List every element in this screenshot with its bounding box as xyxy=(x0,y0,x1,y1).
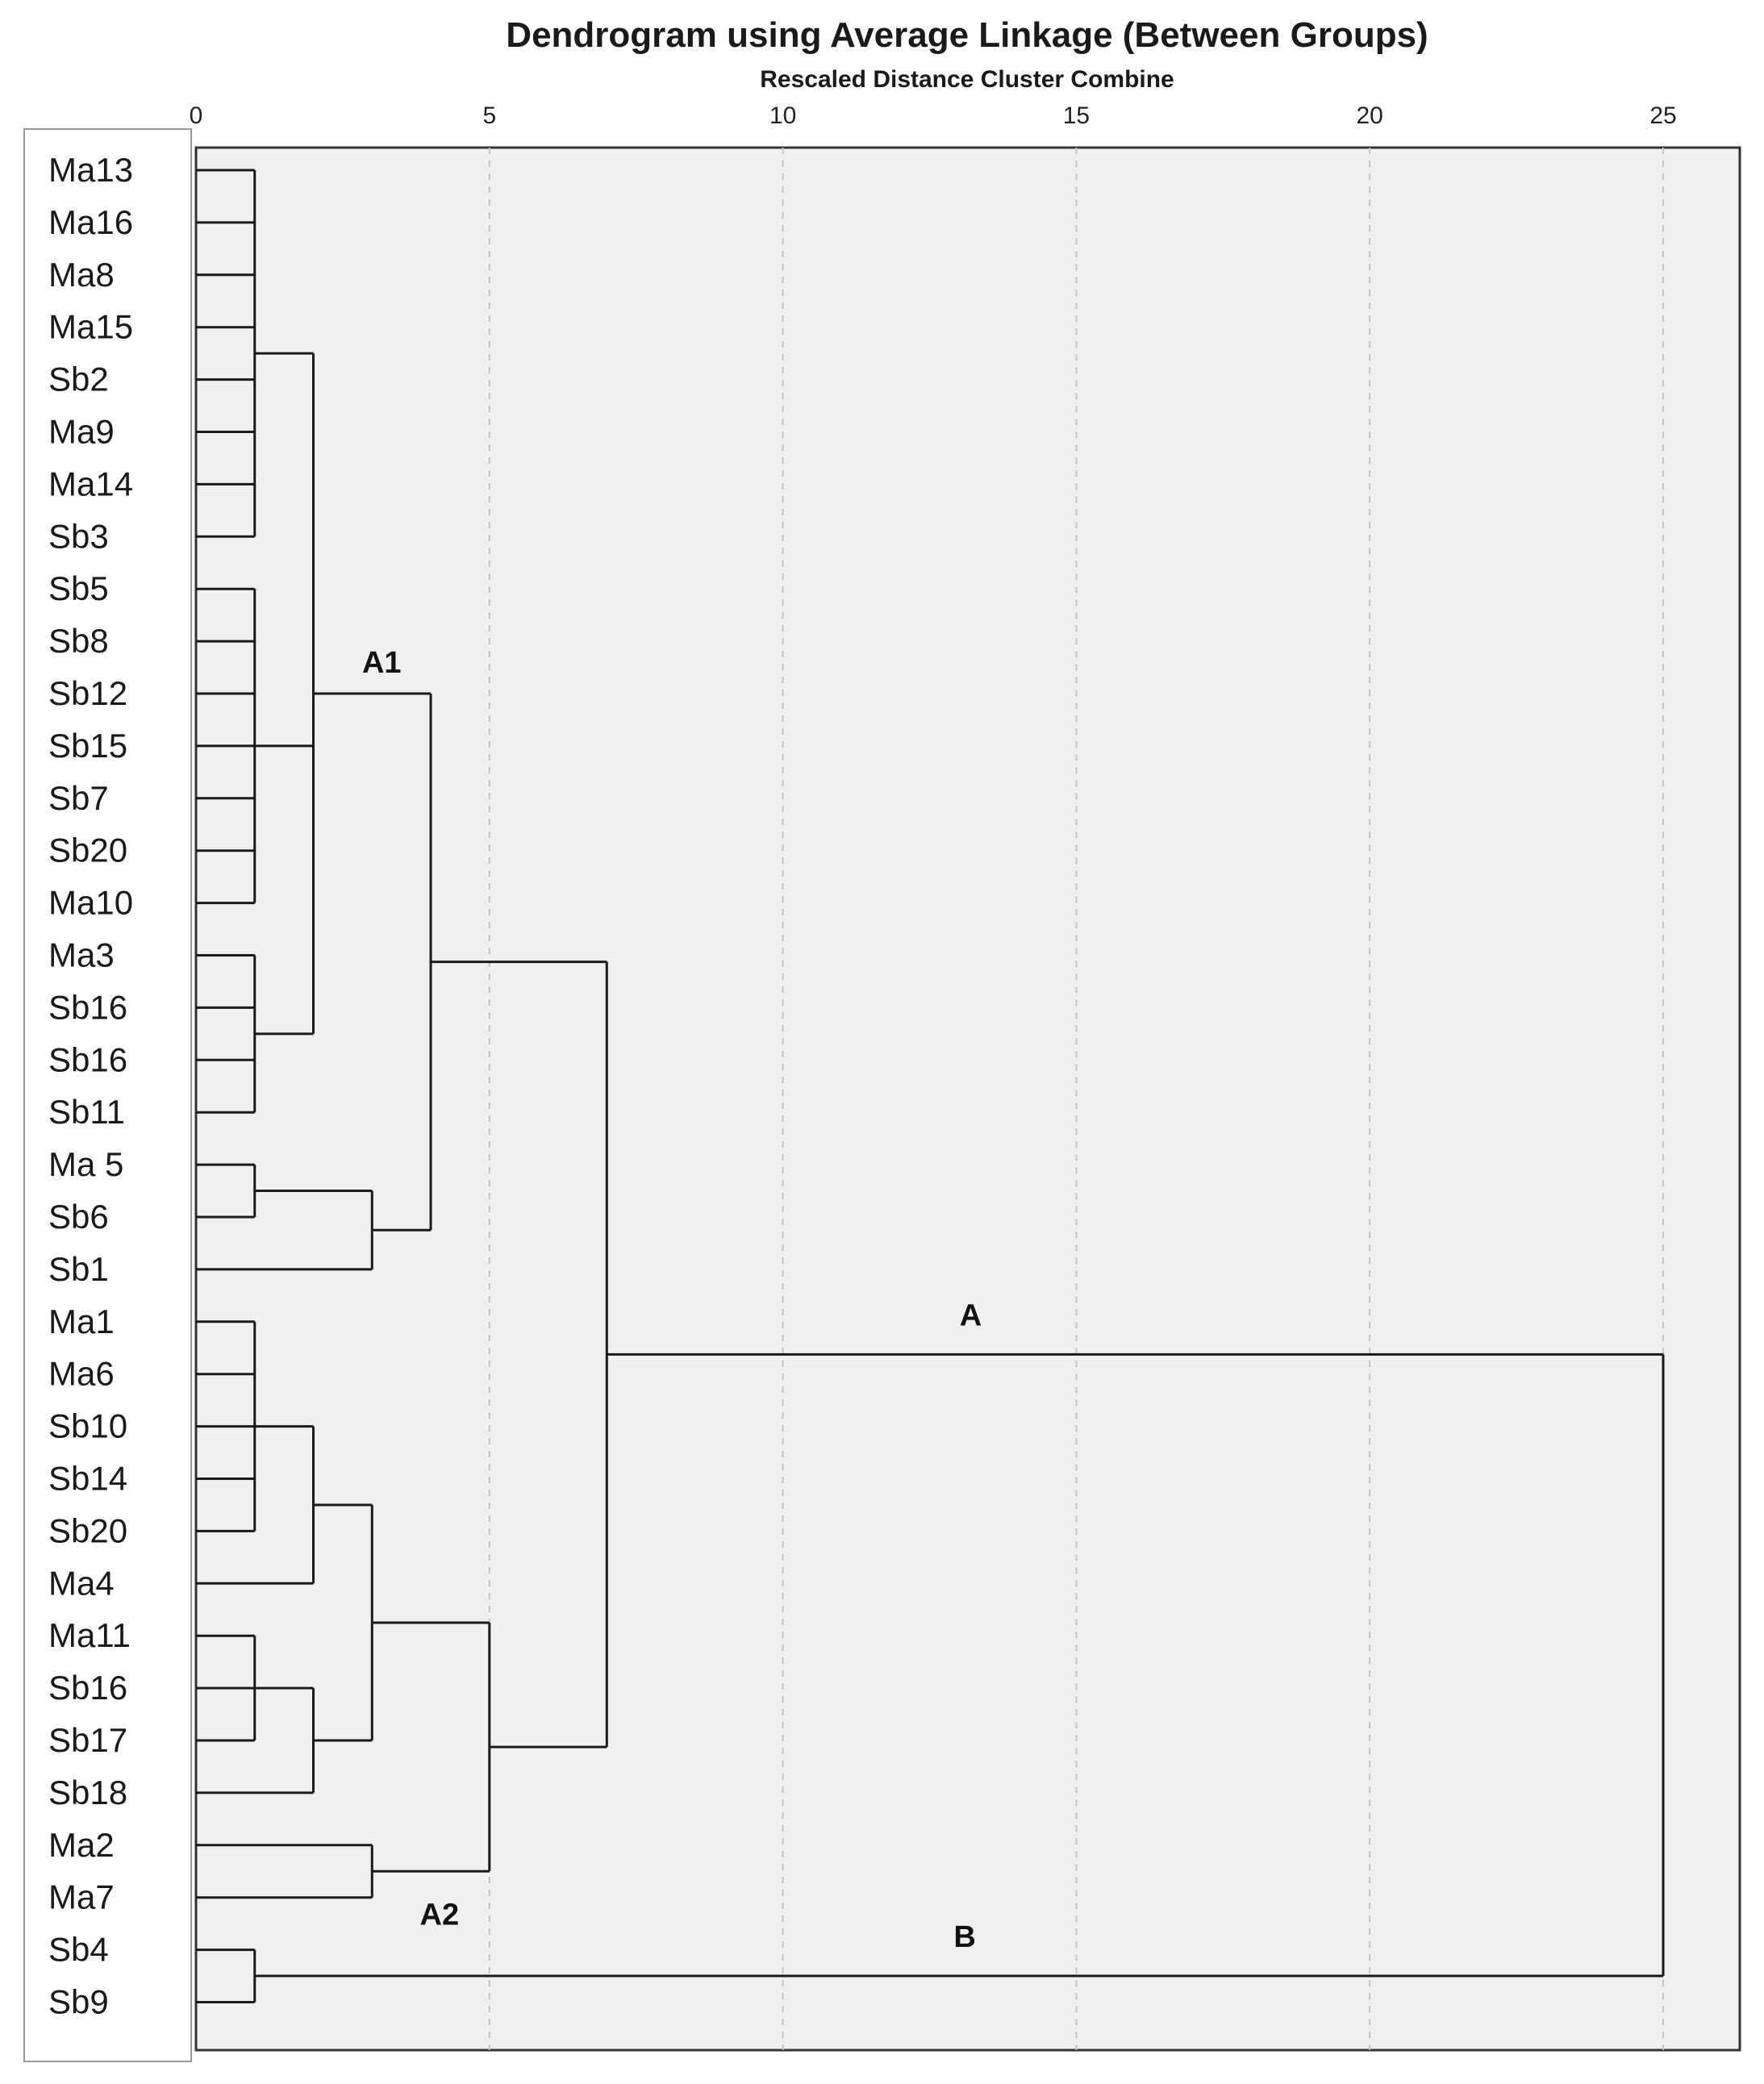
leaf-label: Ma16 xyxy=(48,203,133,241)
leaf-label: Sb20 xyxy=(48,832,127,869)
leaf-label: Sb17 xyxy=(48,1721,127,1759)
x-tick-label-5: 5 xyxy=(482,102,496,129)
leaf-label: Ma7 xyxy=(48,1878,115,1916)
leaf-label: Sb16 xyxy=(48,1040,127,1078)
chart-title: Dendrogram using Average Linkage (Betwee… xyxy=(506,15,1428,55)
leaf-label: Sb3 xyxy=(48,517,109,555)
leaf-label: Sb1 xyxy=(48,1250,109,1288)
leaf-label-box xyxy=(23,128,192,2062)
leaf-label: Ma4 xyxy=(48,1564,115,1602)
plot-frame xyxy=(194,146,1741,2052)
leaf-label: Ma2 xyxy=(48,1826,115,1864)
leaf-label: Ma11 xyxy=(48,1616,131,1654)
leaf-label: Sb7 xyxy=(48,779,109,817)
leaf-label: Sb5 xyxy=(48,569,109,607)
leaf-label: Sb15 xyxy=(48,727,127,765)
leaf-label: Ma10 xyxy=(48,884,133,922)
leaf-label: Ma8 xyxy=(48,256,115,294)
leaf-label: Ma6 xyxy=(48,1355,115,1393)
x-tick-label-25: 25 xyxy=(1649,102,1676,129)
x-tick-label-0: 0 xyxy=(190,102,203,129)
leaf-label: Sb2 xyxy=(48,361,109,398)
leaf-label: Ma13 xyxy=(48,151,133,189)
leaf-label: Sb11 xyxy=(48,1093,125,1131)
leaf-label: Ma 5 xyxy=(48,1145,123,1183)
leaf-label: Sb12 xyxy=(48,674,127,712)
leaf-label: Sb10 xyxy=(48,1407,127,1445)
x-tick-label-15: 15 xyxy=(1063,102,1090,129)
leaf-label: Ma9 xyxy=(48,413,115,451)
chart-subtitle: Rescaled Distance Cluster Combine xyxy=(760,66,1174,93)
plot-area: 0 5 10 15 20 25 Ma13 Ma16 Ma8 Ma15 Sb2 Ma9 Ma14 Sb3 Sb… xyxy=(23,102,1741,2062)
cluster-label-a1: A1 xyxy=(362,646,402,680)
cluster-label-b: B xyxy=(953,1920,975,1954)
leaf-label: Sb16 xyxy=(48,1669,127,1707)
leaf-label: Sb4 xyxy=(48,1931,109,1969)
leaf-label: Sb8 xyxy=(48,622,109,660)
leaf-label: Ma3 xyxy=(48,936,115,974)
cluster-label-a: A xyxy=(960,1298,982,1332)
leaf-label: Sb20 xyxy=(48,1511,127,1549)
leaf-label: Sb18 xyxy=(48,1773,127,1811)
leaf-label: Sb14 xyxy=(48,1460,127,1498)
leaf-label: Ma14 xyxy=(48,465,133,502)
leaf-label: Sb16 xyxy=(48,988,127,1026)
leaf-label: Sb6 xyxy=(48,1198,109,1236)
leaf-label: Ma1 xyxy=(48,1302,115,1340)
cluster-label-a2: A2 xyxy=(420,1898,460,1932)
leaf-label: Sb9 xyxy=(48,1983,109,2021)
x-tick-label-10: 10 xyxy=(769,102,796,129)
x-tick-label-20: 20 xyxy=(1357,102,1383,129)
leaf-label: Ma15 xyxy=(48,308,133,346)
